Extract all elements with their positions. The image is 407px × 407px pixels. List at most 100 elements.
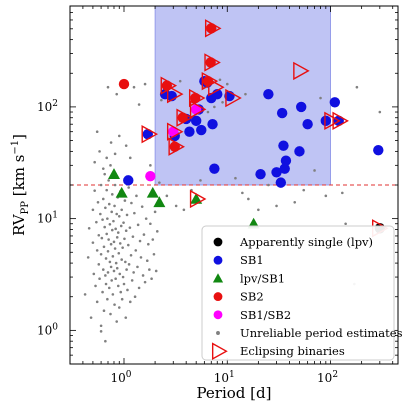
point-unreliable-period-estimates-28 bbox=[103, 172, 106, 176]
point-unreliable-period-estimates-154 bbox=[241, 191, 244, 195]
point-unreliable-period-estimates-98 bbox=[128, 226, 132, 229]
point-unreliable-period-estimates-120 bbox=[147, 242, 150, 246]
point-unreliable-period-estimates-159 bbox=[293, 201, 297, 204]
point-unreliable-period-estimates-36 bbox=[106, 217, 109, 220]
point-eclipsing-binaries-10 bbox=[166, 122, 184, 141]
point-unreliable-period-estimates-50 bbox=[110, 279, 113, 282]
point-eclipsing-binaries-5 bbox=[160, 76, 178, 95]
point-unreliable-period-estimates-144 bbox=[158, 181, 161, 184]
point-unreliable-period-estimates-168 bbox=[143, 82, 147, 86]
point-unreliable-period-estimates-132 bbox=[105, 156, 109, 160]
point-unreliable-period-estimates-93 bbox=[125, 213, 129, 217]
point-eclipsing-binaries-4 bbox=[225, 88, 242, 108]
point-unreliable-period-estimates-114 bbox=[140, 205, 144, 208]
point-unreliable-period-estimates-3 bbox=[89, 316, 93, 319]
point-sb1-26 bbox=[296, 101, 307, 113]
point-unreliable-period-estimates-164 bbox=[344, 222, 347, 226]
shaded-region bbox=[154, 5, 331, 186]
shaded-region-layer bbox=[154, 5, 331, 186]
x-axis-title: Period [d] bbox=[197, 384, 272, 402]
point-unreliable-period-estimates-76 bbox=[118, 242, 122, 245]
legend-marker-0 bbox=[213, 237, 223, 247]
point-unreliable-period-estimates-79 bbox=[119, 224, 123, 228]
point-unreliable-period-estimates-82 bbox=[120, 297, 124, 301]
point-unreliable-period-estimates-116 bbox=[142, 233, 146, 236]
point-lpv-sb1-1 bbox=[115, 186, 128, 198]
point-unreliable-period-estimates-129 bbox=[93, 160, 96, 164]
point-unreliable-period-estimates-135 bbox=[117, 134, 121, 138]
point-eclipsing-binaries-13 bbox=[189, 189, 207, 209]
point-lpv-sb1-4 bbox=[190, 192, 203, 204]
point-unreliable-period-estimates-0 bbox=[83, 293, 87, 296]
point-unreliable-period-estimates-96 bbox=[127, 186, 130, 189]
point-unreliable-period-estimates-153 bbox=[234, 176, 237, 180]
point-unreliable-period-estimates-64 bbox=[114, 261, 118, 265]
point-unreliable-period-estimates-2 bbox=[87, 226, 91, 230]
legend-label-3: SB2 bbox=[240, 290, 264, 304]
point-unreliable-period-estimates-112 bbox=[138, 239, 142, 243]
point-unreliable-period-estimates-94 bbox=[126, 288, 129, 292]
point-unreliable-period-estimates-1 bbox=[86, 256, 90, 259]
point-unreliable-period-estimates-84 bbox=[121, 275, 125, 279]
point-unreliable-period-estimates-27 bbox=[103, 225, 106, 229]
point-eclipsing-binaries-6 bbox=[166, 84, 184, 104]
point-unreliable-period-estimates-145 bbox=[165, 194, 169, 198]
point-sb1-7 bbox=[190, 115, 202, 127]
point-unreliable-period-estimates-81 bbox=[120, 208, 123, 212]
point-unreliable-period-estimates-70 bbox=[116, 284, 120, 288]
point-eclipsing-binaries-8 bbox=[176, 108, 193, 127]
point-unreliable-period-estimates-58 bbox=[113, 204, 116, 208]
point-unreliable-period-estimates-95 bbox=[126, 243, 130, 247]
point-unreliable-period-estimates-151 bbox=[213, 105, 216, 109]
point-unreliable-period-estimates-73 bbox=[117, 214, 121, 218]
point-unreliable-period-estimates-88 bbox=[123, 199, 127, 202]
point-unreliable-period-estimates-25 bbox=[102, 245, 106, 249]
point-sb1-6 bbox=[184, 126, 195, 137]
point-unreliable-period-estimates-26 bbox=[102, 309, 106, 312]
point-unreliable-period-estimates-176 bbox=[319, 96, 322, 100]
point-unreliable-period-estimates-90 bbox=[124, 316, 128, 319]
point-unreliable-period-estimates-52 bbox=[110, 193, 114, 196]
point-unreliable-period-estimates-118 bbox=[144, 217, 148, 220]
point-unreliable-period-estimates-17 bbox=[99, 324, 103, 328]
point-eclipsing-binaries-7 bbox=[188, 88, 206, 108]
point-unreliable-period-estimates-89 bbox=[124, 260, 127, 264]
point-sb1-18 bbox=[263, 88, 274, 100]
point-sb2-5 bbox=[202, 75, 214, 87]
point-sb1-29 bbox=[329, 97, 341, 108]
point-unreliable-period-estimates-19 bbox=[99, 183, 103, 187]
point-unreliable-period-estimates-60 bbox=[113, 247, 117, 250]
point-unreliable-period-estimates-18 bbox=[99, 252, 103, 256]
point-unreliable-period-estimates-141 bbox=[128, 156, 132, 160]
point-unreliable-period-estimates-42 bbox=[107, 202, 111, 206]
point-eclipsing-binaries-14 bbox=[293, 61, 310, 81]
point-unreliable-period-estimates-74 bbox=[117, 306, 121, 309]
point-unreliable-period-estimates-121 bbox=[148, 268, 151, 271]
point-eclipsing-binaries-1 bbox=[204, 53, 221, 72]
point-eclipsing-binaries-16 bbox=[332, 111, 349, 131]
point-unreliable-period-estimates-39 bbox=[107, 179, 110, 182]
y-tick-label: 101 bbox=[37, 211, 58, 226]
point-sb1-27 bbox=[302, 119, 313, 130]
point-unreliable-period-estimates-142 bbox=[132, 85, 136, 89]
point-unreliable-period-estimates-126 bbox=[153, 210, 157, 214]
point-sb2-4 bbox=[190, 92, 201, 104]
point-unreliable-period-estimates-162 bbox=[324, 194, 328, 198]
point-unreliable-period-estimates-56 bbox=[112, 269, 116, 273]
point-unreliable-period-estimates-110 bbox=[136, 223, 140, 227]
point-unreliable-period-estimates-38 bbox=[106, 271, 110, 274]
point-unreliable-period-estimates-67 bbox=[115, 236, 119, 239]
point-unreliable-period-estimates-92 bbox=[125, 268, 128, 271]
point-unreliable-period-estimates-104 bbox=[132, 271, 135, 274]
point-unreliable-period-estimates-7 bbox=[93, 189, 96, 192]
point-unreliable-period-estimates-113 bbox=[139, 256, 143, 259]
point-unreliable-period-estimates-139 bbox=[106, 85, 110, 89]
point-unreliable-period-estimates-127 bbox=[154, 269, 158, 273]
point-sb2-3 bbox=[177, 112, 188, 123]
point-eclipsing-binaries-15 bbox=[324, 111, 341, 131]
legend-marker-6 bbox=[211, 342, 228, 360]
point-lpv-sb1-2 bbox=[146, 186, 159, 198]
point-unreliable-period-estimates-119 bbox=[145, 259, 149, 263]
point-sb1-sb2-2 bbox=[190, 104, 202, 115]
